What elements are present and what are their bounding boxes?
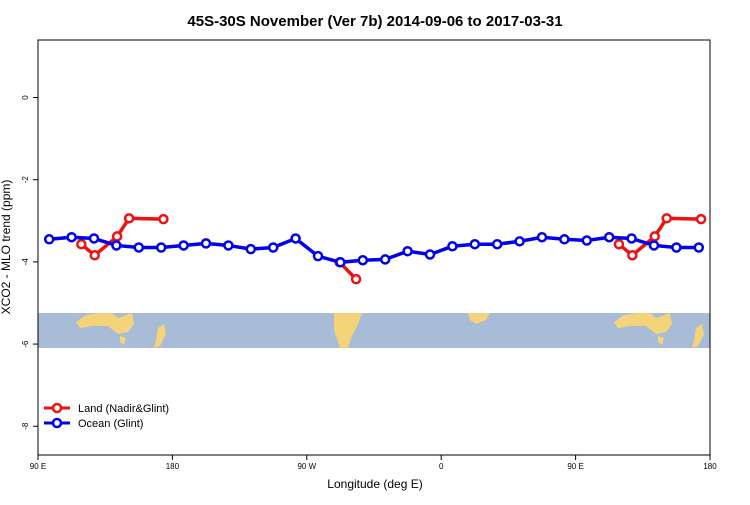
chart-title: 45S-30S November (Ver 7b) 2014-09-06 to …: [187, 13, 562, 30]
y-axis-label: XCO2 - MLO trend (ppm): [0, 180, 13, 315]
y-tick-label: 0: [21, 95, 30, 100]
x-tick-label: 90 W: [297, 462, 316, 471]
data-point: [290, 233, 301, 244]
data-point: [613, 238, 625, 250]
data-point: [603, 231, 615, 243]
x-tick-label: 90 E: [30, 462, 46, 471]
data-point: [350, 273, 362, 285]
data-point: [111, 231, 123, 242]
data-point: [469, 238, 481, 250]
data-point: [200, 238, 212, 249]
data-point: [357, 254, 369, 266]
data-point: [76, 238, 87, 250]
data-point: [559, 234, 570, 245]
data-point: [89, 250, 100, 261]
data-point: [424, 249, 436, 260]
y-tick-label: -8: [21, 422, 30, 430]
data-point: [43, 234, 55, 245]
data-point: [649, 231, 660, 242]
plot-frame: [37, 39, 711, 456]
data-point: [447, 241, 458, 252]
data-point: [671, 242, 682, 253]
data-point: [133, 242, 145, 253]
data-point: [178, 240, 189, 251]
data-point: [66, 231, 77, 243]
data-point: [536, 231, 548, 243]
data-point: [627, 250, 638, 261]
legend-marker: [51, 402, 63, 414]
x-tick-label: 90 E: [567, 462, 583, 471]
data-point: [223, 240, 234, 251]
y-tick-label: -4: [21, 258, 30, 266]
data-point: [111, 240, 122, 251]
data-point: [402, 245, 413, 257]
data-point: [312, 250, 324, 262]
x-tick-label: 180: [703, 462, 717, 471]
data-point: [123, 213, 135, 224]
data-point: [491, 238, 503, 250]
data-point: [335, 257, 346, 268]
data-point: [155, 242, 167, 253]
map-band: [38, 313, 710, 348]
data-point: [693, 242, 705, 253]
data-point: [695, 213, 707, 225]
data-point: [379, 254, 391, 265]
x-axis-label: Longitude (deg E): [327, 477, 422, 491]
y-tick-label: -6: [21, 340, 30, 348]
legend-label: Land (Nadir&Glint): [78, 403, 169, 415]
data-point: [267, 242, 279, 253]
data-point: [88, 233, 100, 244]
x-tick-label: 180: [166, 462, 180, 471]
legend-label: Ocean (Glint): [78, 418, 143, 430]
x-tick-label: 0: [439, 462, 444, 471]
series-line: [49, 235, 699, 265]
data-point: [648, 240, 660, 251]
data-point: [581, 235, 593, 246]
data-point: [661, 213, 672, 224]
legend-marker: [51, 417, 63, 429]
data-point: [158, 213, 169, 225]
data-point: [626, 233, 637, 244]
data-point: [514, 236, 525, 247]
y-tick-label: -2: [21, 176, 30, 184]
data-point: [245, 243, 257, 255]
